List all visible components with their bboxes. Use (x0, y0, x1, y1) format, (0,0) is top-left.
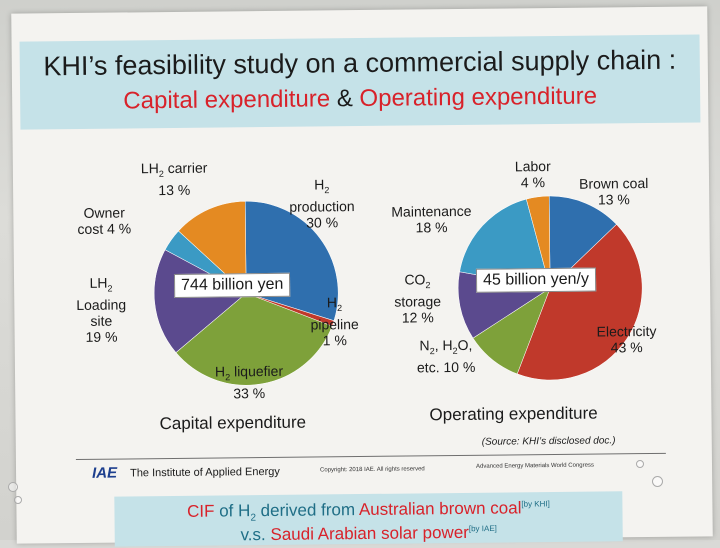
opex-co2-value: 12 % (401, 309, 434, 326)
bottom-saudi: Saudi Arabian solar power (270, 523, 469, 545)
title-box: KHI’s feasibility study on a commercial … (19, 34, 701, 130)
bottom-of: of H (214, 501, 251, 521)
opex-label-co2-storage: CO2 storage 12 % (394, 271, 442, 326)
bottom-by-iae: [by IAE] (468, 524, 497, 534)
opex-brown-name: Brown coal (578, 174, 649, 192)
institute-name: The Institute of Applied Energy (130, 465, 280, 480)
opex-elec-value: 43 % (610, 339, 643, 356)
capex-pipeline-value: 1 % (322, 331, 347, 349)
poster: KHI’s feasibility study on a commercial … (11, 6, 713, 547)
opex-center-total: 45 billion yen/y (475, 267, 597, 293)
capex-owner-name: Owner (83, 204, 125, 221)
capex-h2-production-value: 30 % (306, 214, 339, 231)
capex-slice-lh2-carrier (178, 200, 247, 294)
bottom-heading-line-2: v.s. Saudi Arabian solar power[by IAE] (115, 522, 623, 547)
opex-labor-name: Labor (514, 158, 551, 175)
opex-brown-value: 13 % (597, 191, 630, 208)
opex-slice-labor (526, 195, 551, 289)
capex-caption: Capital expenditure (159, 412, 307, 434)
opex-label-labor: Labor 4 % (515, 158, 551, 190)
opex-co2-name: storage (394, 292, 442, 310)
capex-center-total: 744 billion yen (173, 272, 291, 298)
capex-label-h2-liquefier: H2 liquefier 33 % (214, 362, 284, 402)
iae-logo: IAE (91, 464, 118, 482)
opex-maint-name: Maintenance (391, 202, 472, 220)
opex-labor-value: 4 % (520, 174, 546, 191)
opex-n2-value: etc. 10 % (416, 358, 476, 376)
opex-slice-maintenance (459, 198, 551, 289)
capex-lh2-carrier-value: 13 % (158, 181, 191, 198)
capex-loading-l2: site (90, 312, 113, 329)
capex-loading-value: 19 % (85, 328, 118, 345)
bottom-heading-line-1: CIF of H2 derived from Australian brown … (186, 498, 550, 524)
capex-liquefier-value: 33 % (233, 384, 266, 402)
title-line-1: KHI’s feasibility study on a commercial … (43, 44, 677, 82)
capex-pipeline-name: pipeline (310, 315, 359, 333)
opex-elec-name: Electricity (596, 322, 657, 340)
capex-loading-l1: Loading (76, 296, 127, 313)
opex-label-brown-coal: Brown coal 13 % (579, 175, 649, 208)
opex-label-electricity: Electricity 43 % (597, 323, 657, 356)
opex-label-n2-h2o: N2, H2O, etc. 10 % (416, 336, 476, 376)
water-droplet (636, 460, 644, 468)
source-note: (Source: KHI’s disclosed doc.) (481, 435, 616, 448)
capex-owner-value: cost 4 % (77, 220, 132, 237)
capex-slice-h2-liquefier (175, 292, 333, 386)
capex-label-lh2-carrier: LH2 carrier 13 % (140, 159, 208, 198)
copyright-text: Copyright: 2018 IAE. All rights reserved (320, 466, 425, 474)
capex-label-loading-site: LH2 Loading site 19 % (76, 274, 127, 345)
water-droplet (14, 496, 22, 504)
capex-h2-production-name: production (289, 197, 355, 215)
bottom-by-khi: [by KHI] (521, 499, 550, 509)
bottom-derived: derived from (255, 500, 359, 521)
title-line-2: Capital expenditure & Operating expendit… (20, 81, 700, 116)
congress-name: Advanced Energy Materials World Congress (475, 462, 594, 470)
bottom-cif: CIF (186, 501, 215, 521)
capex-label-owner-cost: Owner cost 4 % (77, 204, 132, 237)
title-capex: Capital expenditure (123, 85, 331, 115)
capex-liquefier-name: liquefier (233, 362, 284, 380)
water-droplet (8, 482, 18, 492)
bottom-australian: Australian brown coal (358, 498, 522, 520)
opex-label-maintenance: Maintenance 18 % (391, 203, 472, 236)
water-droplet (652, 476, 663, 487)
bottom-heading-box: CIF of H2 derived from Australian brown … (114, 491, 623, 547)
title-opex: Operating expenditure (359, 82, 598, 113)
capex-label-h2-pipeline: H2 pipeline 1 % (310, 294, 359, 349)
opex-slice-electricity (516, 223, 643, 381)
opex-caption: Operating expenditure (429, 403, 598, 425)
capex-label-h2-production: H2 production 30 % (289, 176, 355, 231)
bottom-vs: v.s. (240, 525, 271, 545)
opex-maint-value: 18 % (415, 219, 448, 236)
opex-slice-brown-coal (548, 195, 617, 289)
footer-divider (75, 452, 666, 461)
title-ampersand: & (329, 85, 360, 113)
